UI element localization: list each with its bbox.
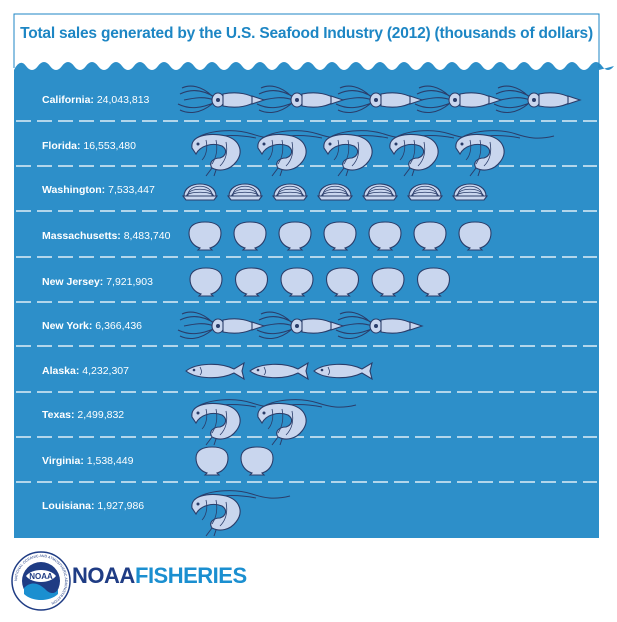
value-label: 7,533,447 <box>105 184 155 196</box>
category-label: Washington: <box>42 184 106 196</box>
value-label: 2,499,832 <box>74 409 125 421</box>
row-label: New York: 6,366,436 <box>42 316 142 336</box>
category-label: Alaska: <box>42 365 80 377</box>
fish-icon <box>185 361 245 381</box>
shrimp-icon <box>455 130 555 177</box>
scallop-icon <box>233 221 267 251</box>
category-label: Virginia: <box>42 455 84 467</box>
scallop-icon <box>323 221 357 251</box>
clam-icon <box>451 183 489 201</box>
fish-icon <box>249 361 309 381</box>
scallop-icon <box>413 221 447 251</box>
logo-noaa-word: NOAA <box>72 563 135 588</box>
squid-icon <box>256 85 345 114</box>
value-label: 24,043,813 <box>93 94 150 106</box>
row-label: California: 24,043,813 <box>42 90 149 110</box>
scallop-icon <box>188 221 222 251</box>
logo-fisheries-word: FISHERIES <box>135 563 247 588</box>
scallop-icon <box>189 267 223 297</box>
scallop-icon <box>234 267 269 297</box>
category-label: New Jersey: <box>42 276 104 288</box>
scallop-icon <box>195 446 229 476</box>
seal-center-text: NOAA <box>29 572 53 581</box>
clam-icon <box>316 183 354 201</box>
row-label: Washington: 7,533,447 <box>42 180 155 200</box>
title-frame <box>13 13 600 68</box>
value-label: 1,927,986 <box>94 500 145 512</box>
category-label: Florida: <box>42 140 81 152</box>
clam-icon <box>361 183 399 201</box>
row-label: Louisiana: 1,927,986 <box>42 496 144 516</box>
seal-wave <box>24 583 58 600</box>
row-label: Texas: 2,499,832 <box>42 405 124 425</box>
seal-bird <box>26 570 56 582</box>
fish-icon <box>313 361 373 381</box>
clam-icon <box>181 183 219 201</box>
chart-title-text: Total sales generated by the U.S. Seafoo… <box>20 25 593 42</box>
chart-title: Total sales generated by the U.S. Seafoo… <box>14 10 599 58</box>
squid-icon <box>335 311 424 340</box>
squid-icon <box>177 311 266 340</box>
squid-icon <box>256 311 345 340</box>
value-label: 16,553,480 <box>80 140 136 152</box>
category-label: Massachusetts: <box>42 230 121 242</box>
category-label: Texas: <box>42 409 75 421</box>
water-area <box>14 62 614 538</box>
value-label: 8,483,740 <box>120 230 171 242</box>
scallop-icon <box>278 221 312 251</box>
scallop-icon <box>280 267 314 297</box>
squid-icon <box>177 85 266 114</box>
row-label: Florida: 16,553,480 <box>42 136 136 156</box>
clam-icon <box>271 183 309 201</box>
scallop-icon <box>371 267 405 297</box>
value-label: 4,232,307 <box>79 365 129 377</box>
value-label: 7,921,903 <box>103 276 153 288</box>
shrimp-icon <box>257 399 357 446</box>
scallop-icon <box>458 221 492 251</box>
squid-icon <box>335 85 424 114</box>
squid-icon <box>414 85 503 114</box>
category-label: California: <box>42 94 94 106</box>
category-label: Louisiana: <box>42 500 95 512</box>
row-label: Virginia: 1,538,449 <box>42 451 133 471</box>
row-label: Massachusetts: 8,483,740 <box>42 226 170 246</box>
value-label: 1,538,449 <box>83 455 134 467</box>
shrimp-icon <box>191 399 291 446</box>
row-label: New Jersey: 7,921,903 <box>42 272 153 292</box>
category-label: New York: <box>42 320 93 332</box>
value-label: 6,366,436 <box>92 320 143 332</box>
shrimp-icon <box>389 130 489 177</box>
scallop-icon <box>240 446 274 476</box>
scallop-icon <box>325 267 360 297</box>
squid-icon <box>493 85 582 114</box>
clam-icon <box>226 183 264 201</box>
scallop-icon <box>368 221 402 251</box>
shrimp-icon <box>191 490 291 537</box>
row-label: Alaska: 4,232,307 <box>42 361 129 381</box>
scallop-icon <box>416 267 451 297</box>
clam-icon <box>406 183 444 201</box>
